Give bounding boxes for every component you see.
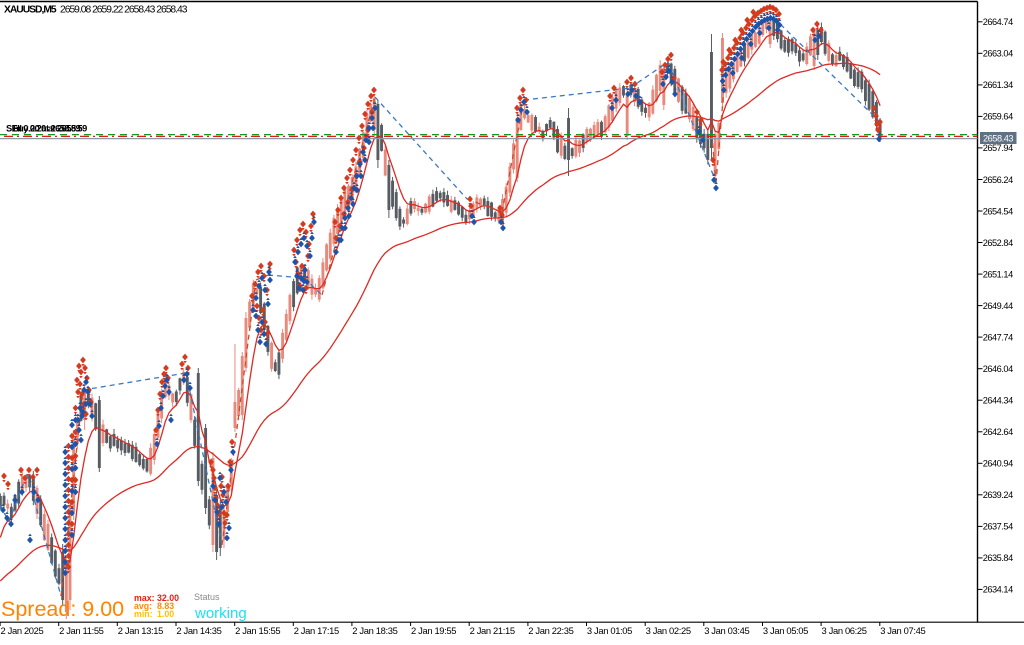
svg-text:2 Jan 11:55: 2 Jan 11:55: [59, 625, 104, 636]
svg-text:2654.54: 2654.54: [983, 206, 1013, 216]
svg-text:2658.43: 2658.43: [983, 134, 1013, 144]
svg-text:2663.04: 2663.04: [983, 49, 1013, 59]
svg-text:2 Jan 21:15: 2 Jan 21:15: [470, 625, 515, 636]
svg-text:avg:: avg:: [134, 601, 152, 611]
svg-text:3 Jan 05:05: 3 Jan 05:05: [763, 625, 808, 636]
svg-text:XAUUSD,M5: XAUUSD,M5: [4, 5, 57, 16]
svg-text:2 Jan 14:35: 2 Jan 14:35: [176, 625, 221, 636]
svg-text:Spread: 9.00: Spread: 9.00: [1, 597, 124, 621]
svg-text:max:: max:: [134, 593, 155, 603]
svg-text:2 Jan 19:55: 2 Jan 19:55: [411, 625, 456, 636]
svg-text:2634.14: 2634.14: [983, 585, 1013, 595]
svg-text:2652.84: 2652.84: [983, 238, 1013, 248]
svg-text:2 Jan 17:15: 2 Jan 17:15: [294, 625, 339, 636]
svg-text:3 Jan 02:25: 3 Jan 02:25: [646, 625, 691, 636]
svg-text:2656.24: 2656.24: [983, 175, 1013, 185]
svg-text:3 Jan 07:45: 3 Jan 07:45: [880, 625, 925, 636]
svg-text:2651.14: 2651.14: [983, 269, 1013, 279]
svg-text:2647.74: 2647.74: [983, 332, 1013, 342]
svg-text:32.00: 32.00: [157, 593, 179, 603]
svg-text:2646.04: 2646.04: [983, 364, 1013, 374]
svg-text:Status: Status: [194, 592, 220, 602]
svg-text:2 Jan 2025: 2 Jan 2025: [1, 625, 44, 636]
svg-text:SEll 0.20 at 2658.59: SEll 0.20 at 2658.59: [6, 124, 81, 134]
svg-text:2657.94: 2657.94: [983, 143, 1013, 153]
svg-text:2642.64: 2642.64: [983, 427, 1013, 437]
svg-text:min:: min:: [134, 609, 153, 619]
svg-text:2664.74: 2664.74: [983, 17, 1013, 27]
svg-text:2 Jan 13:15: 2 Jan 13:15: [118, 625, 163, 636]
svg-text:3 Jan 01:05: 3 Jan 01:05: [587, 625, 632, 636]
svg-text:3 Jan 03:45: 3 Jan 03:45: [704, 625, 749, 636]
svg-text:2 Jan 15:55: 2 Jan 15:55: [235, 625, 280, 636]
svg-text:8.83: 8.83: [157, 601, 174, 611]
svg-text:2 Jan 18:35: 2 Jan 18:35: [352, 625, 397, 636]
svg-text:buy 0.20 at 2658.59: buy 0.20 at 2658.59: [13, 124, 87, 134]
svg-text:working: working: [194, 605, 247, 622]
svg-text:2639.24: 2639.24: [983, 490, 1013, 500]
svg-text:2649.44: 2649.44: [983, 301, 1013, 311]
svg-text:2644.34: 2644.34: [983, 396, 1013, 406]
svg-text:2 Jan 22:35: 2 Jan 22:35: [528, 625, 573, 636]
svg-text:2635.84: 2635.84: [983, 553, 1013, 563]
svg-text:2640.94: 2640.94: [983, 459, 1013, 469]
svg-text:2637.54: 2637.54: [983, 522, 1013, 532]
svg-text:2661.34: 2661.34: [983, 80, 1013, 90]
svg-text:3 Jan 06:25: 3 Jan 06:25: [822, 625, 867, 636]
svg-text:2659.64: 2659.64: [983, 112, 1013, 122]
svg-text:1.00: 1.00: [157, 609, 174, 619]
svg-text:2659.08 2659.22 2658.43 2658.4: 2659.08 2659.22 2658.43 2658.43: [60, 5, 188, 16]
